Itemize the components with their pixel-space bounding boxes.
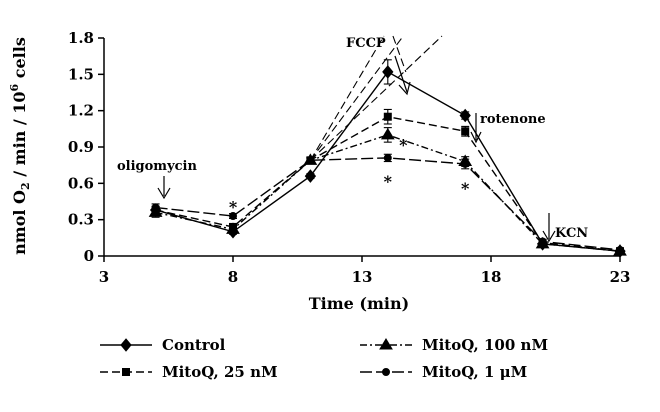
y-axis-title-main: nmol O [10,190,29,255]
legend-label: MitoQ, 1 μM [422,363,527,381]
x-tick-label: 23 [610,268,631,286]
oligomycin-arrow [157,176,171,200]
data-point [461,127,470,136]
axes: 3 8 13 18 23 0 0.3 0.6 0.9 1.2 1.5 1.8 [68,29,631,286]
rotenone-arrow [470,113,482,144]
y-tick-label: 0 [84,247,94,265]
y-axis-title-sub: 2 [19,182,32,190]
legend-item: MitoQ, 1 μM [360,363,527,381]
data-point [459,108,471,123]
y-tick-label: 0.3 [68,211,94,229]
data-point [380,127,395,140]
data-point [306,156,315,165]
legend-marker [122,368,130,376]
series-line [155,134,621,252]
data-point [226,222,240,234]
data-point [383,112,392,121]
annotations-layer: oligomycin FCCP rotenone KCN [117,36,588,243]
legend-marker [382,368,390,376]
rotenone-label: rotenone [480,112,546,127]
x-tick-label: 8 [228,268,238,286]
data-point [461,159,470,168]
significance-star: * [384,172,393,191]
y-tick-label: 0.6 [68,174,94,192]
legend-marker [379,338,393,350]
data-point [616,245,624,254]
y-tick-label: 1.2 [68,102,94,120]
fccp-arrow [394,55,411,96]
x-tick-label: 3 [99,268,109,286]
fccp-extension-lines [309,35,443,161]
y-tick-label: 1.8 [68,29,94,47]
legend-label: MitoQ, 25 nM [162,363,278,381]
y-tick-label: 0.9 [68,138,94,156]
fccp-dashed-line-4 [392,35,407,73]
significance-star: * [229,197,238,216]
legend-item: MitoQ, 100 nM [360,336,548,354]
legend-item: Control [100,336,226,354]
series-4 [151,153,624,254]
x-tick-label: 13 [352,268,373,286]
x-tick-label: 18 [481,268,502,286]
data-point [538,237,547,246]
data-point [383,153,392,162]
series-layer [148,59,627,258]
fccp-dashed-line-2 [309,35,404,161]
x-axis-title: Time (min) [309,294,409,313]
data-point [382,65,394,79]
kcn-label: KCN [555,226,588,241]
significance-star: * [399,136,408,155]
fccp-label: FCCP [346,36,386,51]
data-point [304,169,317,183]
y-axis-title-end: cells [10,37,29,84]
legend-label: MitoQ, 100 nM [422,336,548,354]
y-tick-label: 1.5 [68,65,94,83]
significance-markers: * * * * [229,136,470,217]
significance-star: * [461,179,470,198]
data-point [151,203,160,212]
legend-label: Control [162,336,226,354]
kcn-arrow [542,213,556,243]
data-point [229,212,237,221]
fccp-dashed-line-1 [309,35,385,161]
legend-marker [120,338,132,352]
legend-item: MitoQ, 25 nM [100,363,278,381]
y-axis-title: nmol O2 / min / 106 cells [8,37,32,255]
oligomycin-label: oligomycin [117,159,197,174]
y-axis-title-mid: / min / 10 [10,91,29,182]
legend: Control MitoQ, 100 nM MitoQ, 25 nM MitoQ, 1… [100,336,548,381]
fccp-dashed-line-3 [310,35,443,161]
y-axis-title-sup: 6 [8,83,21,91]
